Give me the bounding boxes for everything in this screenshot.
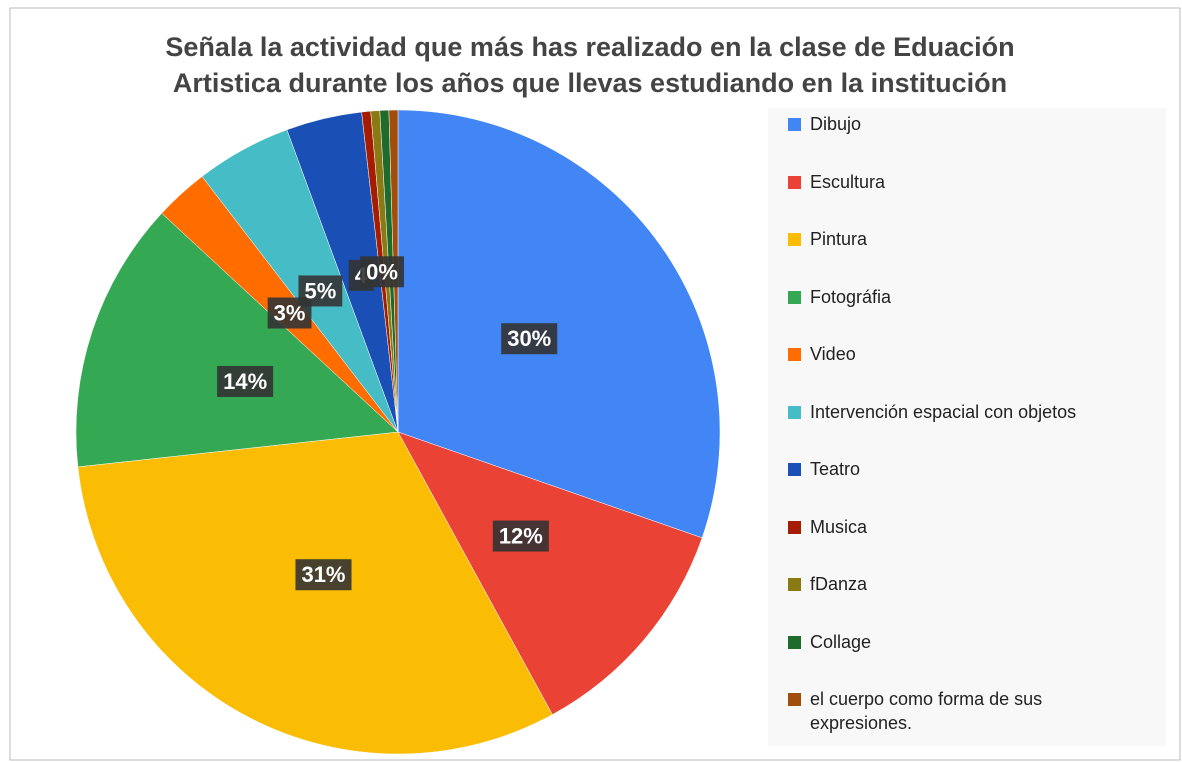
legend-swatch [788, 348, 801, 361]
legend-swatch [788, 463, 801, 476]
legend-item: Pintura [788, 227, 1170, 251]
legend-swatch [788, 520, 801, 534]
pie-slice [397, 109, 721, 539]
legend-swatch [788, 233, 801, 246]
legend-label: Pintura [810, 229, 868, 249]
data-label-text: 0% [366, 259, 398, 284]
legend-label: Collage [810, 631, 872, 652]
data-label: 5% [298, 275, 343, 307]
legend-item: Escultura [788, 170, 1170, 194]
legend-item: Teatro [788, 457, 1170, 481]
data-label-box [501, 323, 558, 355]
legend-item: Collage [788, 630, 1170, 654]
data-label-box [360, 256, 404, 288]
data-label-box [492, 520, 549, 552]
legend-label: el cuerpo como forma de sus expresiones. [810, 689, 1043, 733]
legend-swatch [788, 635, 801, 649]
pie-slice [397, 431, 703, 715]
chart-title: Señala la actividad que más has realizad… [165, 32, 1014, 62]
legend-item: Intervención espacial con objetos [788, 400, 1170, 424]
data-label-text: 31% [301, 562, 345, 587]
legend-swatch [788, 175, 801, 189]
frame [9, 7, 1181, 761]
legend: Dibujo Escultura Pintura Fotográfia Video Int… [768, 108, 1166, 746]
legend-item: Musica [788, 515, 1170, 539]
legend-label: Fotográfia [810, 286, 892, 307]
data-label-text: 5% [304, 278, 336, 303]
data-label: 14% [217, 365, 274, 397]
data-label-text: 30% [507, 326, 551, 351]
chart-title: Artistica durante los años que llevas es… [173, 68, 1007, 98]
pie-slice [75, 212, 399, 468]
legend-swatch [788, 290, 801, 304]
legend-item: el cuerpo como forma de sus expresiones. [788, 687, 1070, 735]
legend-label: Dibujo [810, 114, 862, 134]
data-label-box [298, 275, 343, 307]
legend-item: Fotográfia [788, 285, 1170, 309]
legend-swatch [788, 405, 801, 419]
data-label-box [295, 559, 352, 591]
data-label: 31% [295, 559, 352, 591]
data-label-box [217, 365, 274, 397]
legend-label: fDanza [810, 574, 868, 594]
data-label-text: 14% [223, 369, 267, 394]
legend-label: Video [810, 344, 856, 364]
legend-swatch [788, 118, 801, 131]
data-label: 0% [360, 256, 404, 288]
data-label: 30% [501, 323, 558, 355]
legend-label: Teatro [810, 459, 861, 479]
legend-swatch [788, 693, 801, 706]
legend-label: Escultura [810, 171, 886, 192]
legend-item: fDanza [788, 572, 1170, 596]
legend-swatch [788, 578, 801, 591]
data-label: 12% [492, 520, 549, 552]
legend-item: Video [788, 342, 1170, 366]
data-label-text: 12% [499, 524, 543, 549]
pie-slice [77, 431, 553, 755]
legend-label: Intervención espacial con objetos [810, 401, 1077, 422]
legend-label: Musica [810, 516, 868, 537]
legend-item: Dibujo [788, 112, 1170, 136]
